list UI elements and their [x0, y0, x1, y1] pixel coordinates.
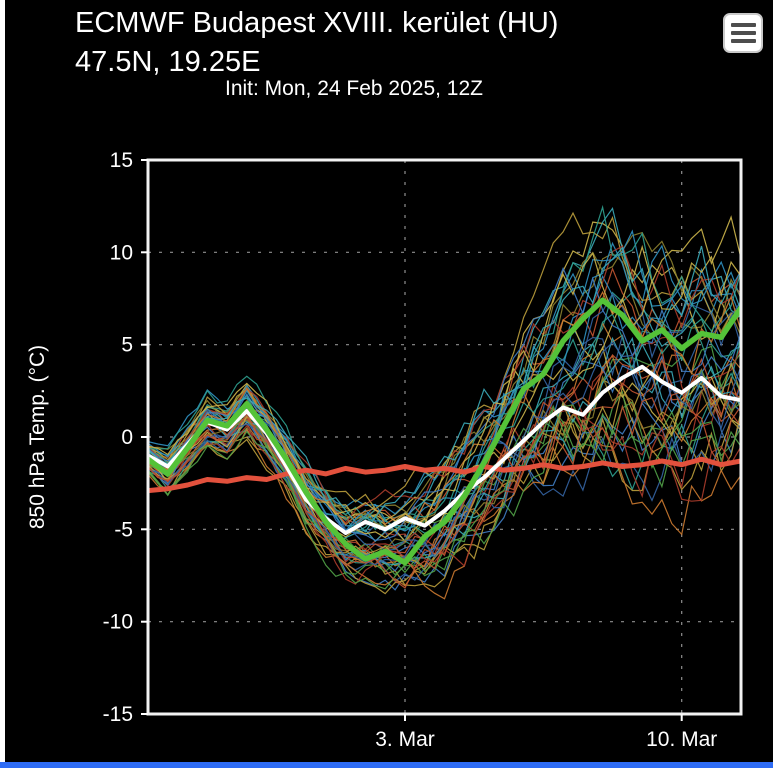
climate-mean-line: [148, 456, 741, 494]
ensemble-member-line: [148, 336, 741, 566]
ensemble-mean-line: [148, 297, 741, 566]
y-tick-label: -10: [103, 611, 133, 634]
y-tick-label: 0: [121, 426, 133, 449]
chart-header: ECMWF Budapest XVIII. kerület (HU) 47.5N…: [75, 4, 558, 82]
ensemble-member-line: [148, 390, 741, 589]
y-tick-label: -15: [103, 703, 133, 726]
y-tick-label: 5: [121, 334, 133, 357]
ensemble-member-line: [148, 251, 741, 526]
x-tick-label: 3. Mar: [375, 728, 435, 751]
coordinates-label: 47.5N, 19.25E: [75, 46, 261, 78]
control-run-line: [148, 364, 741, 535]
ensemble-member-line: [148, 416, 741, 595]
y-axis-label: 850 hPa Temp. (°C): [26, 345, 49, 529]
ensemble-member-line: [148, 346, 741, 563]
x-tick-label: 10. Mar: [646, 728, 717, 751]
ensemble-member-line: [148, 427, 741, 600]
ensemble-member-line: [148, 378, 741, 588]
ensemble-member-line: [148, 229, 741, 533]
bottom-accent-bar: [0, 762, 773, 768]
page-title: ECMWF Budapest XVIII. kerület (HU): [75, 7, 559, 39]
y-tick-label: -5: [114, 518, 133, 541]
menu-button[interactable]: [723, 13, 763, 53]
y-tick-label: 10: [110, 241, 133, 264]
ensemble-member-line: [148, 245, 741, 533]
y-tick-label: 15: [110, 149, 133, 172]
ensemble-member-line: [148, 407, 741, 585]
init-time-label: Init: Mon, 24 Feb 2025, 12Z: [225, 77, 483, 100]
ensemble-member-line: [148, 313, 741, 534]
left-edge-strip: [0, 0, 5, 768]
ensemble-member-line: [148, 231, 741, 528]
ensemble-member-line: [148, 204, 741, 531]
ensemble-members: [148, 204, 741, 600]
